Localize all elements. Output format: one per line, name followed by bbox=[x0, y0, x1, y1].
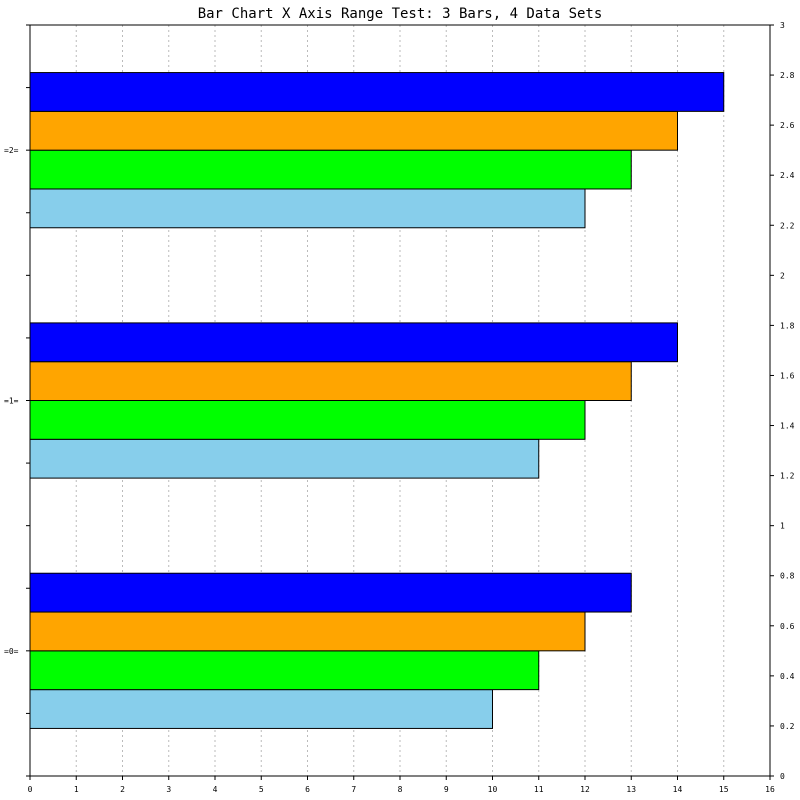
y2-tick-label: 2.8 bbox=[780, 71, 795, 80]
y2-tick-label: 0.8 bbox=[780, 572, 795, 581]
y2-tick-label: 0.6 bbox=[780, 622, 795, 631]
x-tick-label: 15 bbox=[719, 785, 729, 794]
bar bbox=[29, 149, 632, 190]
chart-title: Bar Chart X Axis Range Test: 3 Bars, 4 D… bbox=[198, 6, 603, 22]
x-tick-label: 3 bbox=[166, 785, 171, 794]
x-tick-label: 5 bbox=[259, 785, 264, 794]
category-label: =1= bbox=[4, 397, 19, 406]
y2-tick-label: 2.6 bbox=[780, 121, 795, 130]
y2-tick-label: 1.6 bbox=[780, 371, 795, 380]
x-tick-label: 7 bbox=[351, 785, 356, 794]
bars bbox=[29, 72, 725, 729]
bar bbox=[29, 322, 678, 363]
bar bbox=[29, 110, 678, 151]
y-axis: =0= =1= =2= bbox=[4, 24, 30, 777]
x-tick-label: 0 bbox=[28, 785, 33, 794]
y2-tick-label: 1.4 bbox=[780, 422, 795, 431]
bar bbox=[29, 611, 586, 652]
x-tick-label: 4 bbox=[213, 785, 218, 794]
y2-tick-label: 2.2 bbox=[780, 221, 795, 230]
x-tick-label: 8 bbox=[398, 785, 403, 794]
bar bbox=[29, 438, 540, 479]
y2-tick-label: 1.2 bbox=[780, 472, 795, 481]
y2-tick-label: 0 bbox=[780, 772, 785, 781]
category-label: =0= bbox=[4, 647, 19, 656]
x-tick-label: 9 bbox=[444, 785, 449, 794]
bar bbox=[29, 72, 725, 112]
bar bbox=[29, 361, 632, 401]
y2-tick-label: 0.2 bbox=[780, 722, 795, 731]
x-tick-label: 11 bbox=[534, 785, 544, 794]
category-label: =2= bbox=[4, 146, 19, 155]
x-axis: 0 1 2 3 4 5 6 7 8 9 10 11 12 13 14 15 16 bbox=[28, 776, 775, 794]
y2-tick-label: 2 bbox=[780, 271, 785, 280]
x-tick-label: 1 bbox=[74, 785, 79, 794]
x-tick-label: 6 bbox=[305, 785, 310, 794]
y2-tick-label: 2.4 bbox=[780, 171, 795, 180]
bar bbox=[29, 400, 586, 440]
x-tick-label: 2 bbox=[120, 785, 125, 794]
x-tick-label: 16 bbox=[765, 785, 775, 794]
bar bbox=[29, 572, 632, 613]
y2-tick-label: 3 bbox=[780, 21, 785, 30]
y2-tick-label: 1.8 bbox=[780, 321, 795, 330]
x-tick-label: 14 bbox=[673, 785, 683, 794]
y2-tick-label: 1 bbox=[780, 522, 785, 531]
x-tick-label: 13 bbox=[626, 785, 636, 794]
y2-axis: 0 0.2 0.4 0.6 0.8 1 1.2 1.4 1.6 1.8 2 2.2 2.4 2.6 2.8 3 bbox=[770, 21, 795, 781]
bar bbox=[29, 650, 540, 691]
bar bbox=[29, 188, 586, 229]
y2-tick-label: 0.4 bbox=[780, 672, 795, 681]
bar bbox=[29, 689, 493, 729]
x-tick-label: 10 bbox=[488, 785, 498, 794]
x-tick-label: 12 bbox=[580, 785, 590, 794]
